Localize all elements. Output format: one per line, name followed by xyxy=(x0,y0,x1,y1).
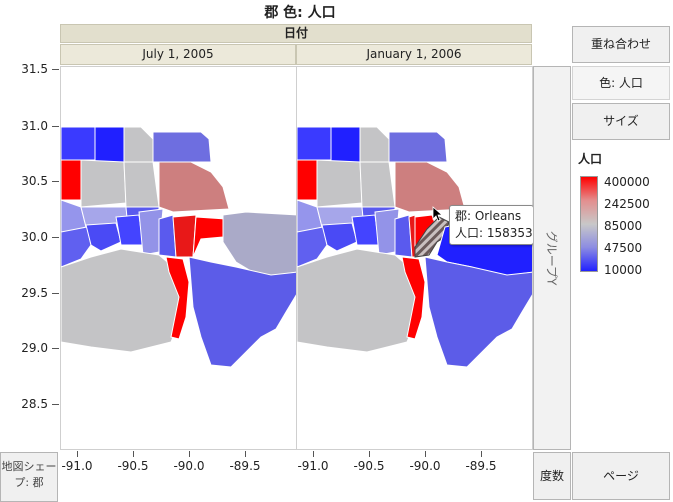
y-tick-label: 31.0 xyxy=(21,119,48,133)
frequency-drop-zone[interactable]: 度数 xyxy=(533,452,571,500)
county-shape[interactable] xyxy=(297,248,418,353)
county-shape[interactable] xyxy=(401,256,426,340)
x-tick-label: -91.0 xyxy=(297,459,329,473)
county-shape[interactable] xyxy=(158,161,230,213)
legend-value: 10000 xyxy=(604,263,643,277)
legend-color-gradient[interactable] xyxy=(580,176,598,272)
county-shape[interactable] xyxy=(321,222,358,252)
panel-header-july-2005: July 1, 2005 xyxy=(60,44,296,65)
county-shape[interactable] xyxy=(297,226,328,268)
panel-header-january-2006: January 1, 2006 xyxy=(296,44,532,65)
page-drop-zone[interactable]: ページ xyxy=(572,452,670,500)
y-tick-mark xyxy=(52,237,59,238)
legend-value: 47500 xyxy=(604,241,643,255)
county-shape[interactable] xyxy=(359,161,396,208)
size-drop-zone[interactable]: サイズ xyxy=(572,103,670,140)
y-tick-mark xyxy=(52,181,59,182)
county-shape[interactable] xyxy=(297,159,318,201)
x-tick-mark xyxy=(245,451,246,457)
county-shape[interactable] xyxy=(192,216,227,258)
y-tick-mark xyxy=(52,348,59,349)
tooltip-population: 人口: 158353 xyxy=(455,226,533,240)
tooltip-county: 郡: Orleans xyxy=(455,209,522,223)
x-tick-label: -91.0 xyxy=(61,459,93,473)
overlay-drop-zone[interactable]: 重ね合わせ xyxy=(572,26,670,63)
county-shape[interactable] xyxy=(188,256,297,368)
county-shape[interactable] xyxy=(394,161,466,213)
x-tick-mark xyxy=(481,451,482,457)
county-shape[interactable] xyxy=(94,126,125,163)
x-tick-label: -89.5 xyxy=(229,459,261,473)
map-panel-july-2005[interactable] xyxy=(60,66,297,450)
county-shape[interactable] xyxy=(115,214,144,246)
y-tick-mark xyxy=(52,404,59,405)
group-x-header[interactable]: 日付 xyxy=(60,24,532,43)
legend-value: 242500 xyxy=(604,197,650,211)
x-tick-label: -89.5 xyxy=(465,459,497,473)
x-tick-label: -90.0 xyxy=(409,459,441,473)
y-tick-mark xyxy=(52,69,59,70)
county-shape[interactable] xyxy=(388,131,448,163)
legend-value: 85000 xyxy=(604,219,643,233)
x-tick-label: -90.0 xyxy=(173,459,205,473)
x-tick-mark xyxy=(77,451,78,457)
county-shape[interactable] xyxy=(123,161,160,208)
county-shape[interactable] xyxy=(152,131,212,163)
x-tick-label: -90.5 xyxy=(117,459,149,473)
map-panel-january-2006[interactable] xyxy=(296,66,533,450)
y-tick-mark xyxy=(52,126,59,127)
x-tick-mark xyxy=(189,451,190,457)
legend-title: 人口 xyxy=(578,152,603,166)
y-tick-label: 28.5 xyxy=(21,397,48,411)
y-tick-label: 31.5 xyxy=(21,62,48,76)
county-shape[interactable] xyxy=(165,256,190,340)
county-map-january-2006[interactable] xyxy=(297,67,533,450)
county-shape[interactable] xyxy=(330,126,361,163)
y-tick-mark xyxy=(52,293,59,294)
y-tick-label: 29.0 xyxy=(21,341,48,355)
chart-title: 郡 色: 人口 xyxy=(264,5,336,21)
county-shape[interactable] xyxy=(123,126,154,163)
x-tick-mark xyxy=(369,451,370,457)
group-y-label: グループY xyxy=(544,230,559,286)
y-tick-label: 29.5 xyxy=(21,286,48,300)
y-tick-label: 30.5 xyxy=(21,174,48,188)
county-shape[interactable] xyxy=(85,222,122,252)
county-shape[interactable] xyxy=(316,159,363,208)
x-tick-mark xyxy=(425,451,426,457)
x-tick-label: -90.5 xyxy=(353,459,385,473)
mouse-pointer-icon xyxy=(432,206,444,222)
county-shape[interactable] xyxy=(61,248,182,353)
county-shape[interactable] xyxy=(80,159,127,208)
county-map-july-2005[interactable] xyxy=(61,67,297,450)
county-shape[interactable] xyxy=(61,159,82,201)
county-shape[interactable] xyxy=(297,126,332,161)
county-shape[interactable] xyxy=(172,214,197,258)
county-shape[interactable] xyxy=(424,256,533,368)
legend-value: 400000 xyxy=(604,175,650,189)
map-shape-drop-zone[interactable]: 地図シェープ: 郡 xyxy=(0,452,58,502)
group-y-drop-zone[interactable]: グループY xyxy=(533,66,571,450)
county-shape[interactable] xyxy=(61,126,96,161)
hover-tooltip: 郡: Orleans 人口: 158353 xyxy=(449,205,534,245)
y-tick-label: 30.0 xyxy=(21,230,48,244)
x-tick-mark xyxy=(133,451,134,457)
county-shape[interactable] xyxy=(61,226,92,268)
county-shape[interactable] xyxy=(351,214,380,246)
county-shape[interactable] xyxy=(359,126,390,163)
x-tick-mark xyxy=(313,451,314,457)
color-drop-zone[interactable]: 色: 人口 xyxy=(572,66,670,100)
